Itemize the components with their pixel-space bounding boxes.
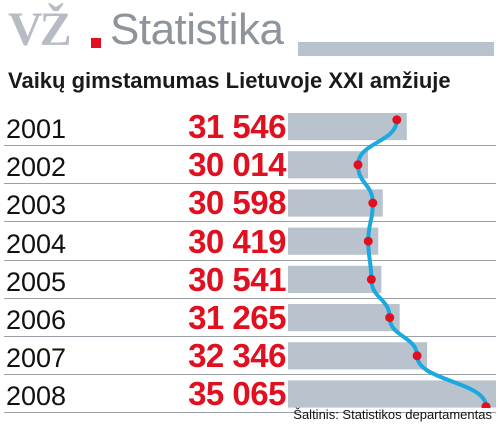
data-point	[481, 402, 491, 408]
data-point	[353, 160, 363, 170]
bar	[288, 304, 400, 332]
value-label: 30 598	[188, 184, 286, 222]
row-divider	[4, 336, 496, 337]
data-row: 2002 30 014	[0, 146, 500, 185]
row-divider	[4, 145, 496, 146]
data-point	[412, 351, 422, 361]
row-divider	[4, 221, 496, 223]
year-label: 2004	[6, 228, 67, 259]
year-label: 2008	[6, 381, 67, 412]
bar	[288, 189, 383, 217]
data-point	[368, 198, 378, 208]
data-point	[363, 236, 373, 246]
row-divider	[4, 259, 496, 261]
year-label: 2002	[6, 152, 67, 183]
brand-logo-dot	[91, 38, 101, 48]
year-label: 2007	[6, 343, 67, 374]
section-label: Statistika	[110, 5, 284, 54]
data-row: 2008 35 065	[0, 375, 500, 414]
value-label: 35 065	[188, 375, 286, 413]
row-divider	[4, 183, 496, 185]
bar	[288, 265, 382, 293]
year-label: 2005	[6, 266, 67, 297]
brand-logo: VŽ	[8, 3, 72, 56]
bar-line-chart	[288, 113, 496, 408]
value-label: 30 014	[188, 146, 286, 184]
data-row: 2004 30 419	[0, 223, 500, 261]
source-note: Šaltinis: Statistikos departamentas	[293, 407, 492, 422]
value-label: 31 546	[188, 108, 286, 145]
value-label: 30 419	[188, 222, 286, 260]
data-row: 2001 31 546	[0, 108, 500, 146]
row-divider	[4, 412, 496, 414]
chart-title: Vaikų gimstamumas Lietuvoje XXI amžiuje	[8, 68, 451, 93]
value-label: 32 346	[188, 337, 286, 375]
data-point	[385, 313, 395, 323]
data-point	[392, 115, 402, 125]
year-label: 2001	[6, 114, 67, 144]
data-row: 2006 31 265	[0, 299, 500, 337]
year-label: 2003	[6, 190, 67, 221]
header-rule	[298, 42, 494, 56]
year-label: 2006	[6, 305, 67, 335]
value-label: 30 541	[188, 260, 286, 298]
header: VŽ Statistika	[0, 0, 500, 60]
data-row: 2007 32 346	[0, 337, 500, 376]
row-divider	[4, 374, 496, 376]
data-row: 2005 30 541	[0, 261, 500, 299]
bar	[288, 342, 428, 370]
row-divider	[4, 297, 496, 299]
data-point	[366, 274, 376, 284]
data-row: 2003 30 598	[0, 184, 500, 223]
bar	[288, 227, 379, 255]
value-label: 31 265	[188, 299, 286, 336]
